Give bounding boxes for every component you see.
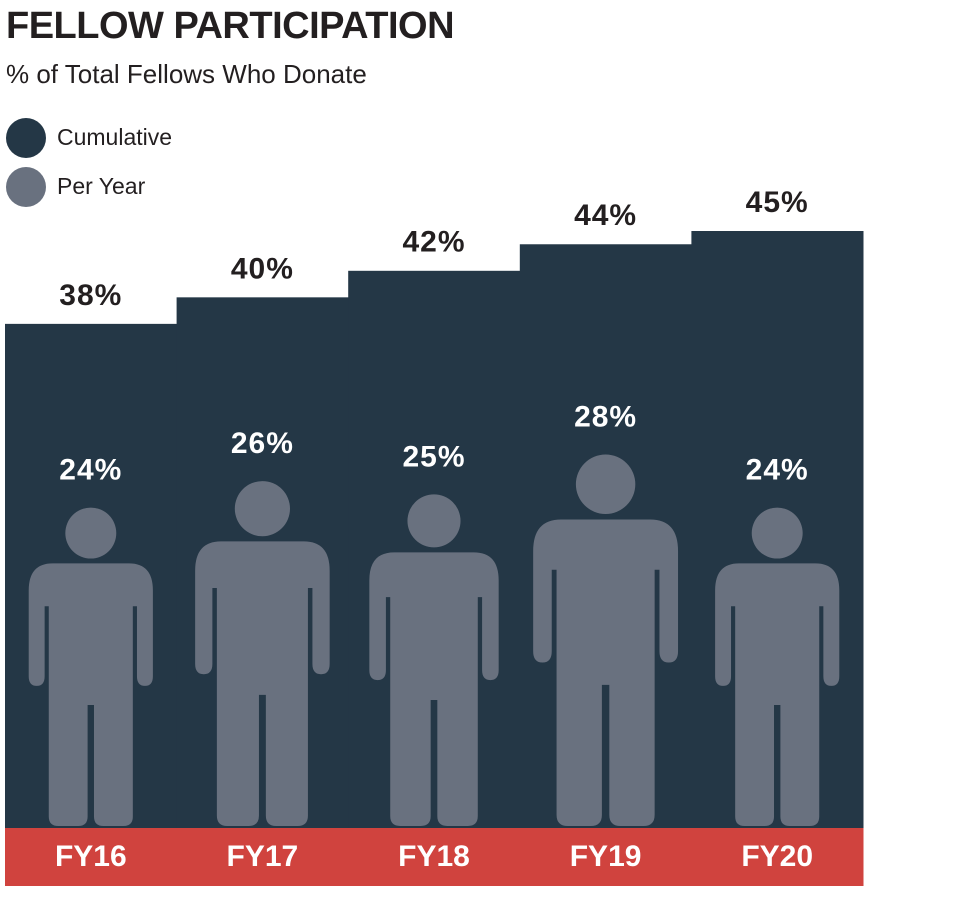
legend-swatch xyxy=(6,167,46,207)
per-year-person xyxy=(28,507,153,826)
per-year-label: 26% xyxy=(231,427,294,460)
legend-label: Cumulative xyxy=(57,124,172,150)
per-year-label: 25% xyxy=(402,440,465,473)
x-tick-label: FY20 xyxy=(741,840,813,873)
cumulative-label: 45% xyxy=(746,186,809,219)
per-year-person xyxy=(715,507,840,826)
per-year-label: 24% xyxy=(59,454,122,487)
cumulative-label: 42% xyxy=(402,226,465,259)
x-tick-label: FY19 xyxy=(570,840,642,873)
per-year-label: 28% xyxy=(574,400,637,433)
per-year-label: 24% xyxy=(746,454,809,487)
x-tick-label: FY17 xyxy=(227,840,299,873)
chart-title: FELLOW PARTICIPATION xyxy=(6,5,454,47)
chart-subtitle: % of Total Fellows Who Donate xyxy=(6,59,367,89)
cumulative-label: 44% xyxy=(574,199,637,232)
x-tick-label: FY18 xyxy=(398,840,470,873)
legend-swatch xyxy=(6,118,46,158)
per-year-person xyxy=(369,494,499,826)
per-year-person xyxy=(533,454,679,826)
per-year-person xyxy=(195,481,330,826)
legend-label: Per Year xyxy=(57,173,146,199)
x-tick-label: FY16 xyxy=(55,840,127,873)
cumulative-step xyxy=(348,270,521,828)
category-band xyxy=(5,828,864,886)
cumulative-label: 38% xyxy=(59,279,122,312)
cumulative-label: 40% xyxy=(231,252,294,285)
